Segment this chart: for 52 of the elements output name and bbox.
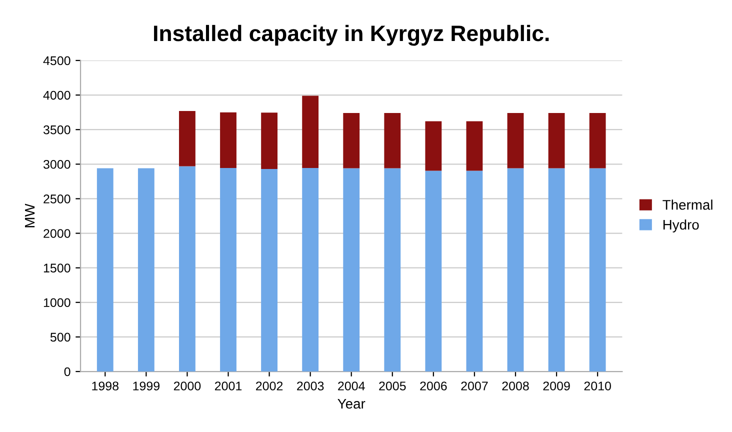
bar <box>507 113 524 168</box>
bar <box>548 113 565 168</box>
y-tick-label: 500 <box>50 332 70 342</box>
bar <box>261 169 278 372</box>
bar <box>507 168 524 372</box>
x-tick-label: 1998 <box>92 382 119 390</box>
bar <box>302 96 319 168</box>
x-tick-label: 2001 <box>214 382 242 390</box>
x-tick-label: 2005 <box>379 382 406 390</box>
bar <box>589 113 606 168</box>
bar <box>384 168 401 372</box>
bar <box>343 168 360 372</box>
x-tick-label: 2002 <box>256 382 283 390</box>
bar <box>302 168 319 372</box>
bar <box>261 112 278 169</box>
bar <box>425 170 442 372</box>
y-tick-label: 2500 <box>44 194 70 204</box>
bar <box>220 168 236 372</box>
bar <box>589 168 606 372</box>
y-tick-label: 3500 <box>43 125 70 134</box>
bar <box>343 113 360 168</box>
y-tick-label: 4000 <box>43 90 70 100</box>
y-axis-title: MW <box>25 204 35 228</box>
bar <box>466 170 483 372</box>
bar <box>179 110 196 166</box>
x-tick-label: 2009 <box>543 382 570 390</box>
x-tick-label: 2008 <box>502 382 529 390</box>
x-tick-label: 2003 <box>297 382 324 390</box>
bar <box>179 166 196 372</box>
x-tick-label: 1999 <box>133 382 160 390</box>
y-tick-label: 4500 <box>43 56 70 66</box>
bar <box>548 168 565 372</box>
bar <box>220 112 236 168</box>
y-tick-label: 0 <box>64 367 70 376</box>
y-tick-label: 2000 <box>44 229 70 238</box>
legend-label: Thermal <box>662 200 712 210</box>
x-tick-label: 2006 <box>420 382 447 390</box>
bar <box>138 168 154 372</box>
bar <box>96 168 114 372</box>
x-tick-label: 2000 <box>174 382 201 390</box>
bar <box>384 113 401 168</box>
x-axis-title: Year <box>338 398 366 409</box>
x-tick-label: 2004 <box>338 382 365 390</box>
legend-label: Hydro <box>663 219 699 232</box>
y-tick-label: 3000 <box>43 160 70 169</box>
x-tick-label: 2007 <box>461 382 488 390</box>
x-tick-label: 2010 <box>584 382 611 390</box>
y-tick-label: 1000 <box>44 298 70 308</box>
bar <box>466 121 483 171</box>
y-tick-label: 1500 <box>44 264 70 272</box>
chart-title: Installed capacity in Kyrgyz Republic. <box>154 24 549 46</box>
bar <box>425 121 442 171</box>
